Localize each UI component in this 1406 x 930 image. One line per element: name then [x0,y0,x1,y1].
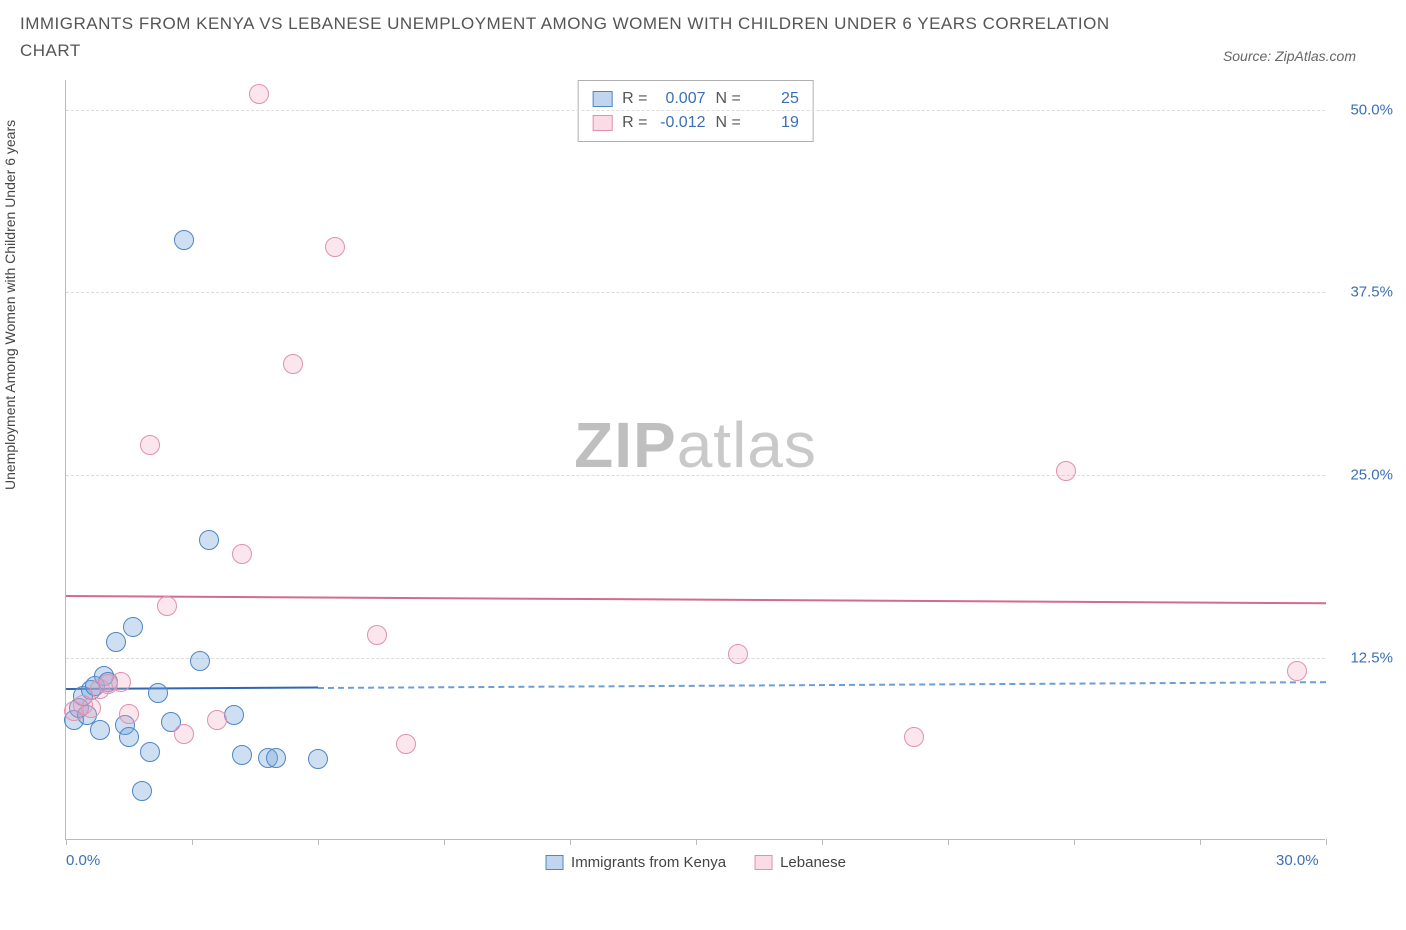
stats-row-lebanese: R = -0.012 N = 19 [592,111,799,135]
legend-label-lebanese: Lebanese [780,854,846,871]
scatter-point-lebanese [367,625,387,645]
chart-area: Unemployment Among Women with Children U… [20,70,1380,890]
xlabel-min: 0.0% [66,852,100,869]
scatter-point-lebanese [1056,461,1076,481]
swatch-pink-icon [592,115,612,131]
scatter-point-kenya [123,617,143,637]
scatter-point-lebanese [119,704,139,724]
legend-item-kenya: Immigrants from Kenya [545,854,726,871]
scatter-point-lebanese [325,237,345,257]
xtick [192,839,193,845]
scatter-point-kenya [224,705,244,725]
stat-r-lebanese: -0.012 [658,111,706,135]
gridline-h [66,292,1325,293]
source-name: ZipAtlas.com [1275,48,1356,64]
ytick-label: 37.5% [1333,284,1393,301]
scatter-point-lebanese [249,84,269,104]
xtick [1200,839,1201,845]
scatter-point-kenya [106,632,126,652]
header-row: IMMIGRANTS FROM KENYA VS LEBANESE UNEMPL… [20,10,1386,64]
source-credit: Source: ZipAtlas.com [1223,48,1356,64]
scatter-point-lebanese [728,644,748,664]
scatter-point-lebanese [283,354,303,374]
swatch-blue-icon [592,91,612,107]
legend: Immigrants from Kenya Lebanese [545,854,846,871]
stat-n-label: N = [716,87,741,111]
scatter-point-lebanese [232,544,252,564]
scatter-point-kenya [199,530,219,550]
scatter-point-kenya [266,748,286,768]
stats-box: R = 0.007 N = 25 R = -0.012 N = 19 [577,80,814,142]
regression-line [318,681,1326,689]
scatter-point-lebanese [157,596,177,616]
xlabel-max: 30.0% [1276,852,1319,869]
scatter-point-kenya [132,781,152,801]
scatter-point-lebanese [174,724,194,744]
scatter-point-lebanese [1287,661,1307,681]
xtick [822,839,823,845]
gridline-h [66,658,1325,659]
xtick [948,839,949,845]
legend-label-kenya: Immigrants from Kenya [571,854,726,871]
stat-r-kenya: 0.007 [658,87,706,111]
xtick [318,839,319,845]
y-axis-label: Unemployment Among Women with Children U… [2,120,18,490]
legend-item-lebanese: Lebanese [754,854,846,871]
regression-line [66,595,1326,604]
watermark-light: atlas [677,409,817,481]
scatter-point-kenya [148,683,168,703]
stat-r-label: R = [622,87,647,111]
stats-row-kenya: R = 0.007 N = 25 [592,87,799,111]
scatter-point-kenya [119,727,139,747]
scatter-point-lebanese [140,435,160,455]
swatch-pink-icon [754,855,772,870]
scatter-point-kenya [308,749,328,769]
xtick [696,839,697,845]
scatter-point-lebanese [111,672,131,692]
gridline-h [66,475,1325,476]
swatch-blue-icon [545,855,563,870]
scatter-point-lebanese [81,698,101,718]
xtick [570,839,571,845]
scatter-point-kenya [232,745,252,765]
scatter-point-kenya [140,742,160,762]
plot-region: ZIPatlas R = 0.007 N = 25 R = -0.012 N =… [65,80,1325,840]
scatter-point-kenya [190,651,210,671]
watermark-bold: ZIP [574,409,677,481]
scatter-point-lebanese [396,734,416,754]
chart-title: IMMIGRANTS FROM KENYA VS LEBANESE UNEMPL… [20,10,1140,64]
ytick-label: 50.0% [1333,101,1393,118]
stat-n-lebanese: 19 [751,111,799,135]
stat-n-label: N = [716,111,741,135]
scatter-point-kenya [90,720,110,740]
ytick-label: 12.5% [1333,649,1393,666]
source-prefix: Source: [1223,48,1275,64]
stat-n-kenya: 25 [751,87,799,111]
scatter-point-lebanese [207,710,227,730]
xtick [444,839,445,845]
xtick [66,839,67,845]
xtick [1326,839,1327,845]
gridline-h [66,110,1325,111]
watermark: ZIPatlas [574,408,817,482]
stat-r-label: R = [622,111,647,135]
xtick [1074,839,1075,845]
scatter-point-kenya [174,230,194,250]
scatter-point-lebanese [904,727,924,747]
ytick-label: 25.0% [1333,466,1393,483]
